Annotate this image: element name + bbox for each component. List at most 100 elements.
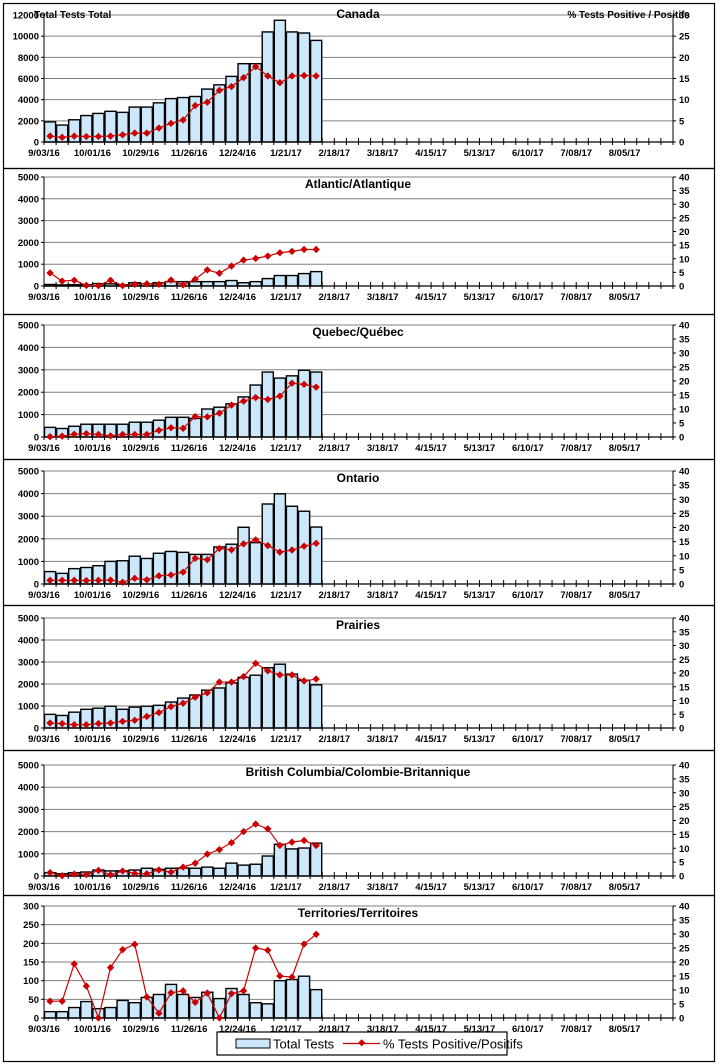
point-percent-positive [300,380,308,389]
y-tick-label-right: 10 [679,696,690,707]
bar-total-tests [225,862,238,877]
x-tick-label: 10/29/16 [122,292,159,303]
point-percent-positive [227,678,236,686]
point-percent-positive [94,576,103,585]
y-tick-label-right: 35 [679,186,690,197]
y-tick-label-right: 20 [679,669,690,680]
y-tick-label-right: 15 [679,830,690,841]
x-tick-label: 6/10/17 [512,292,544,303]
y-tick-label-right: 25 [679,363,690,374]
point-percent-positive [203,413,211,421]
bar-total-tests [297,679,311,729]
point-percent-positive [215,845,224,854]
point-percent-positive [46,576,54,585]
point-percent-positive [118,282,127,290]
bar-total-tests [261,855,275,877]
y-tick-label-right: 5 [679,268,685,279]
point-percent-positive [276,841,284,850]
point-percent-positive [300,245,308,254]
bar-total-tests [188,417,202,438]
x-tick-label: 11/26/16 [171,1024,207,1035]
y-tick-label-right: 30 [679,641,690,652]
point-percent-positive [155,866,163,874]
point-percent-positive [239,987,248,995]
point-percent-positive [300,836,308,845]
x-tick-label: 8/05/17 [609,292,641,303]
y-tick-label-right: 5 [679,419,685,430]
y-tick-label-left: 3000 [18,512,39,523]
point-percent-positive [82,281,91,290]
panel-title: Atlantic/Atlantique [305,177,411,191]
y-tick-label-right: 5 [679,1000,685,1011]
y-tick-label-right: 0 [679,433,684,444]
x-tick-label: 10/29/16 [122,443,159,454]
y-tick-label-right: 30 [679,495,690,506]
y-tick-label-left: 12000 [13,11,39,22]
bar-total-tests [285,848,299,877]
point-percent-positive [46,269,54,277]
point-percent-positive [300,71,308,80]
point-percent-positive [312,245,320,254]
point-percent-positive [82,721,91,729]
x-tick-label: 12/24/16 [219,1024,256,1035]
point-percent-positive [179,424,187,432]
legend: Total Tests % Tests Positive/Positifs [216,1031,523,1056]
x-tick-label: 5/13/17 [464,292,496,303]
point-percent-positive [191,554,199,562]
point-percent-positive [58,277,66,285]
x-tick-label: 3/18/17 [367,148,399,159]
point-percent-positive [252,536,260,544]
point-percent-positive [179,568,187,576]
point-percent-positive [167,571,175,579]
y-tick-label-right: 30 [679,788,690,799]
point-percent-positive [155,124,163,132]
y-tick-label-left: 4000 [18,783,39,794]
bar-total-tests [273,493,287,585]
x-tick-label: 12/24/16 [219,734,256,745]
point-percent-positive [288,72,296,80]
y-tick-label-left: 300 [23,902,39,913]
x-tick-label: 12/24/16 [219,443,256,454]
y-tick-label-right: 20 [679,816,690,827]
point-percent-positive [167,989,175,997]
y-tick-label-right: 20 [679,377,690,388]
x-tick-label: 11/26/16 [171,292,207,303]
point-percent-positive [94,132,103,141]
x-tick-label: 1/21/17 [270,734,302,745]
y-tick-label-right: 35 [679,481,690,492]
point-percent-positive [312,675,320,683]
point-percent-positive [312,539,320,547]
point-percent-positive [227,839,236,847]
bar-total-tests [285,673,299,729]
bar-total-tests [261,667,275,729]
bar-total-tests [225,279,238,287]
bar-total-tests [225,682,238,729]
bar-total-tests [152,102,166,143]
x-tick-label: 11/26/16 [171,734,207,745]
bar-total-tests [43,1010,57,1019]
x-tick-label: 10/01/16 [74,443,111,454]
x-tick-label: 2/18/17 [318,590,350,601]
y-tick-label-right: 0 [679,1014,684,1025]
x-tick-label: 10/29/16 [122,882,159,893]
y-tick-label-right: 0 [679,724,684,735]
bar-total-tests [213,280,226,287]
point-percent-positive [203,989,211,997]
y-tick-label-left: 1000 [18,410,39,421]
point-percent-positive [131,430,139,439]
point-percent-positive [106,432,115,440]
x-tick-label: 4/15/17 [415,1024,447,1035]
chart-panel-2: 0 1000 2000 3000 4000 5000 0 5 10 15 20 25 30 35 40 9/0… [2,167,716,316]
x-tick-label: 10/01/16 [74,734,111,745]
y-tick-label-left: 5000 [18,173,39,184]
point-percent-positive [155,426,163,434]
panel-title: Territories/Territoires [298,906,419,920]
y-tick-label-right: 40 [679,902,690,913]
y-tick-label-right: 35 [679,335,690,346]
point-percent-positive [215,409,224,417]
bar-total-tests [249,384,262,438]
y-tick-label-left: 0 [34,580,39,591]
bar-total-tests [261,1003,275,1019]
x-tick-label: 9/03/16 [28,734,60,745]
x-tick-label: 1/21/17 [270,1024,302,1035]
